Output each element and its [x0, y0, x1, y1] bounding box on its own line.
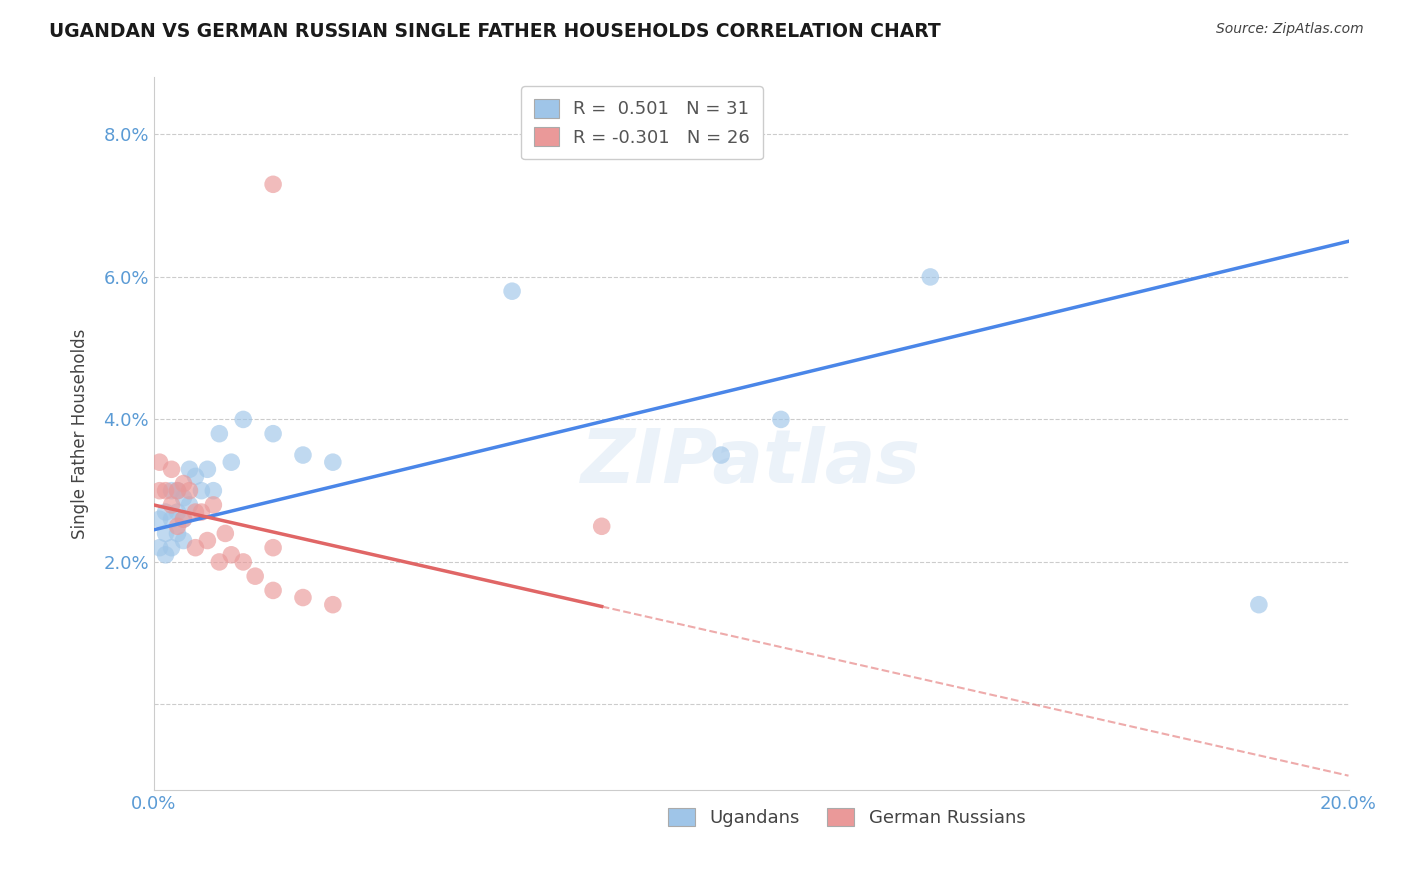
Point	[155, 505, 177, 519]
Point	[920, 269, 942, 284]
Point	[173, 491, 195, 505]
Point	[184, 541, 207, 555]
Point	[208, 426, 231, 441]
Point	[214, 526, 236, 541]
Point	[232, 412, 254, 426]
Point	[232, 555, 254, 569]
Point	[149, 483, 172, 498]
Point	[262, 583, 284, 598]
Point	[243, 569, 266, 583]
Point	[262, 541, 284, 555]
Point	[262, 426, 284, 441]
Point	[219, 548, 242, 562]
Point	[769, 412, 792, 426]
Point	[179, 498, 201, 512]
Point	[160, 512, 183, 526]
Point	[160, 483, 183, 498]
Y-axis label: Single Father Households: Single Father Households	[72, 328, 89, 539]
Point	[195, 462, 218, 476]
Point	[219, 455, 242, 469]
Point	[160, 462, 183, 476]
Point	[155, 548, 177, 562]
Point	[710, 448, 733, 462]
Point	[1247, 598, 1270, 612]
Legend: Ugandans, German Russians: Ugandans, German Russians	[661, 800, 1032, 834]
Point	[195, 533, 218, 548]
Point	[166, 483, 188, 498]
Point	[184, 469, 207, 483]
Text: ZIPatlas: ZIPatlas	[581, 425, 921, 499]
Point	[160, 541, 183, 555]
Point	[173, 512, 195, 526]
Point	[322, 598, 344, 612]
Point	[173, 533, 195, 548]
Point	[208, 555, 231, 569]
Point	[155, 526, 177, 541]
Text: UGANDAN VS GERMAN RUSSIAN SINGLE FATHER HOUSEHOLDS CORRELATION CHART: UGANDAN VS GERMAN RUSSIAN SINGLE FATHER …	[49, 22, 941, 41]
Point	[155, 483, 177, 498]
Point	[166, 483, 188, 498]
Point	[149, 541, 172, 555]
Point	[291, 591, 314, 605]
Text: Source: ZipAtlas.com: Source: ZipAtlas.com	[1216, 22, 1364, 37]
Point	[166, 526, 188, 541]
Point	[202, 483, 225, 498]
Point	[149, 455, 172, 469]
Point	[184, 505, 207, 519]
Point	[190, 505, 212, 519]
Point	[160, 498, 183, 512]
Point	[501, 284, 523, 298]
Point	[149, 512, 172, 526]
Point	[262, 178, 284, 192]
Point	[179, 483, 201, 498]
Point	[591, 519, 613, 533]
Point	[173, 512, 195, 526]
Point	[166, 519, 188, 533]
Point	[173, 476, 195, 491]
Point	[291, 448, 314, 462]
Point	[190, 483, 212, 498]
Point	[322, 455, 344, 469]
Point	[179, 462, 201, 476]
Point	[202, 498, 225, 512]
Point	[166, 505, 188, 519]
